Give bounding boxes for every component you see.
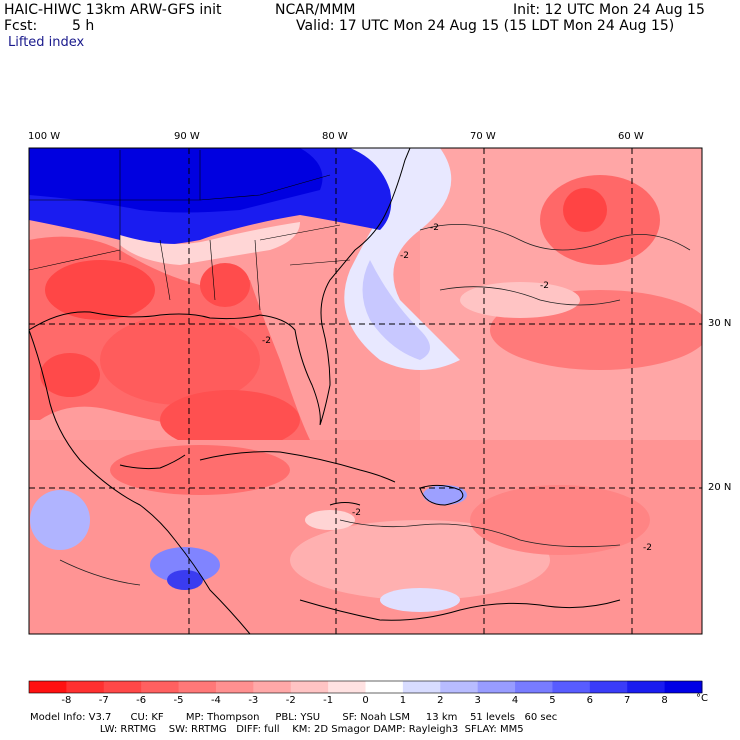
lon-label: 60 W xyxy=(618,131,644,142)
colorbar-swatch xyxy=(103,681,142,693)
lon-label: 90 W xyxy=(174,131,200,142)
colorbar-unit: °C xyxy=(696,693,708,704)
colorbar-tick-label: 8 xyxy=(661,695,668,706)
map-border xyxy=(28,147,703,635)
map-field xyxy=(29,148,702,634)
colorbar-tick-label: 7 xyxy=(624,695,631,706)
colorbar-swatch xyxy=(589,681,628,693)
colorbar-swatch xyxy=(66,681,105,693)
contour-labels: -2 -2 -2 -2 -2 -2 xyxy=(262,223,652,553)
contour-label: -2 xyxy=(400,251,409,261)
contour-label: -2 xyxy=(430,223,439,233)
forecast-label: Fcst: xyxy=(4,18,38,34)
center-label: NCAR/MMM xyxy=(275,2,356,18)
colorbar-swatch xyxy=(141,681,180,693)
colorbar-swatch xyxy=(515,681,553,693)
field-name: Lifted index xyxy=(8,35,85,50)
colorbar-swatch xyxy=(402,681,441,693)
colorbar-swatch xyxy=(664,681,703,693)
colorbar-swatch xyxy=(552,681,591,693)
colorbar-swatch xyxy=(440,681,479,693)
contours xyxy=(59,223,691,586)
colorbar-tick-label: 1 xyxy=(399,695,407,706)
colorbar-tick-label: 0 xyxy=(362,695,369,706)
political-borders xyxy=(29,150,351,311)
colorbar-tick-label: -1 xyxy=(323,695,334,706)
colorbar-swatch xyxy=(253,681,292,693)
colorbar-tick-label: 6 xyxy=(586,695,594,706)
contour-label: -2 xyxy=(540,281,549,291)
colorbar-swatch xyxy=(627,681,666,693)
valid-time: Valid: 17 UTC Mon 24 Aug 15 (15 LDT Mon … xyxy=(296,18,675,34)
forecast-hour: 5 h xyxy=(72,18,95,34)
lon-label: 80 W xyxy=(322,131,348,142)
lon-label: 100 W xyxy=(28,131,61,142)
model-info-line-2: LW: RRTMG SW: RRTMG DIFF: full KM: 2D Sm… xyxy=(30,724,524,735)
graticule xyxy=(29,148,702,634)
colorbar-tick-label: -4 xyxy=(210,695,221,706)
colorbar-swatch xyxy=(290,681,329,693)
colorbar-swatch xyxy=(365,681,404,693)
colorbar-tick-label: 4 xyxy=(511,695,519,706)
colorbar-frame xyxy=(28,680,703,694)
lon-label: 70 W xyxy=(470,131,496,142)
contour-label: -2 xyxy=(643,543,652,553)
colorbar xyxy=(28,680,703,694)
colorbar-tick-label: -8 xyxy=(61,695,72,706)
colorbar-swatch xyxy=(328,681,366,693)
colorbar-tick-label: 5 xyxy=(549,695,556,706)
colorbar-swatch xyxy=(178,681,217,693)
colorbar-tick-label: 3 xyxy=(474,695,481,706)
model-info-line-1: Model Info: V3.7 CU: KF MP: Thompson PBL… xyxy=(30,712,558,723)
coastlines xyxy=(29,148,621,634)
contour-label: -2 xyxy=(352,508,361,518)
colorbar-tick-label: 2 xyxy=(437,695,444,706)
lat-label: 20 N xyxy=(708,482,732,493)
colorbar-swatch xyxy=(215,681,254,693)
colorbar-tick-label: -2 xyxy=(285,695,296,706)
model-title: HAIC-HIWC 13km ARW-GFS init xyxy=(4,2,222,18)
colorbar-tick-label: -5 xyxy=(173,695,184,706)
lat-label: 30 N xyxy=(708,318,732,329)
colorbar-swatch xyxy=(477,681,516,693)
init-time: Init: 12 UTC Mon 24 Aug 15 xyxy=(513,2,705,18)
contour-label: -2 xyxy=(262,336,271,346)
colorbar-tick-label: -3 xyxy=(248,695,259,706)
colorbar-tick-label: -7 xyxy=(98,695,109,706)
colorbar-tick-label: -6 xyxy=(136,695,147,706)
colorbar-swatch xyxy=(29,681,67,693)
